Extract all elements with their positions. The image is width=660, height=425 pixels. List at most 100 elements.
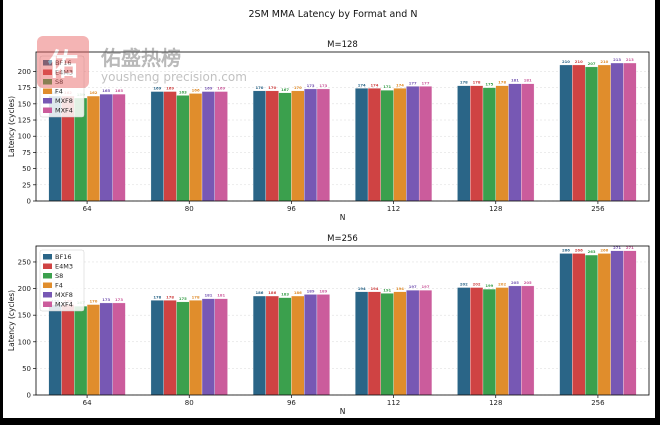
legend-swatch [43,60,52,66]
bar-e4m3 [265,90,279,202]
bar-mxf4 [418,290,433,396]
bar-f4 [393,291,407,396]
bar-mxf8 [304,294,318,396]
y-tick-label: 175 [18,84,31,92]
bar-value-label: 210 [562,59,570,64]
bar-value-label: 169 [204,86,212,91]
y-tick-label: 50 [22,165,31,173]
bar-value-label: 199 [485,283,493,288]
bar-value-label: 162 [90,90,98,95]
bar-mxf8 [201,298,215,396]
legend-label: E4M3 [55,69,73,77]
bar-f4 [189,93,203,202]
bar-f4 [291,90,305,202]
bar-value-label: 189 [307,288,315,293]
bar-mxf8 [406,86,420,202]
bar-s8 [176,301,190,396]
bar-value-label: 189 [319,288,327,293]
legend-label: MXF4 [55,107,73,115]
bar-bf16 [355,88,369,202]
chart-figure: 2SM MMA Latency by Format and N 0 25 50 75 10… [3,0,655,418]
bar-s8 [278,92,292,202]
bar-value-label: 166 [192,87,200,92]
bar-mxf4 [521,83,535,202]
bar-value-label: 170 [90,299,98,304]
legend-label: E4M3 [55,263,73,271]
bar-value-label: 194 [370,286,378,291]
bar-e4m3 [61,304,75,396]
legend-swatch [43,69,52,75]
y-tick-label: 200 [18,285,31,293]
bar-e4m3 [572,253,586,396]
bar-value-label: 266 [600,247,608,252]
bar-value-label: 194 [396,286,404,291]
y-tick-label: 100 [18,338,31,346]
bar-mxf4 [623,62,637,202]
bar-mxf4 [316,294,330,396]
y-tick-label: 125 [18,117,31,125]
bar-s8 [482,87,496,202]
bar-value-label: 178 [166,294,174,299]
bar-e4m3 [470,287,484,396]
bar-e4m3 [163,300,177,396]
bar-mxf4 [112,93,126,202]
bar-value-label: 202 [460,282,468,287]
bar-value-label: 194 [358,286,366,291]
bar-s8 [176,95,190,202]
bar-mxf8 [304,88,318,202]
bar-value-label: 177 [409,80,417,85]
bar-value-label: 263 [588,249,596,254]
legend-swatch [43,263,52,269]
y-tick-label: 200 [18,68,31,76]
bar-f4 [86,304,101,396]
x-tick-label: 112 [387,399,400,407]
bar-bf16 [457,85,471,202]
bar-value-label: 181 [511,78,519,83]
x-tick-label: 64 [83,205,92,213]
bar-value-label: 174 [396,82,404,87]
bar-value-label: 177 [422,80,430,85]
bar-s8 [278,297,292,396]
bar-value-label: 181 [217,293,225,298]
bar-e4m3 [265,295,279,396]
bar-bf16 [48,304,62,396]
legend-swatch [43,282,52,288]
bar-mxf8 [610,62,624,202]
bar-e4m3 [470,85,484,202]
bar-s8 [482,288,496,396]
legend-swatch [43,79,52,85]
bar-value-label: 191 [383,287,391,292]
y-tick-label: 150 [18,312,31,320]
bar-value-label: 169 [217,86,225,91]
plot-area [36,246,649,395]
y-tick-label: 0 [27,198,31,206]
bar-value-label: 170 [294,85,302,90]
bar-value-label: 210 [575,59,583,64]
bar-value-label: 170 [268,85,276,90]
bar-value-label: 178 [192,294,200,299]
bar-value-label: 173 [307,83,315,88]
bar-mxf8 [508,83,522,202]
bar-value-label: 213 [626,57,634,62]
bar-bf16 [252,90,267,202]
y-tick-label: 0 [27,392,31,400]
bar-value-label: 207 [588,61,596,66]
bar-bf16 [150,300,164,396]
bar-s8 [584,66,599,202]
bar-bf16 [559,64,573,202]
legend-label: MXF8 [55,97,73,105]
bar-e4m3 [572,64,586,202]
x-tick-label: 80 [185,205,194,213]
bar-mxf8 [201,91,215,202]
bar-value-label: 178 [498,80,506,85]
legend-swatch [43,292,52,298]
legend-label: F4 [55,88,63,96]
bar-value-label: 174 [358,82,366,87]
subplot-2: 0 50 100 150 200 250 M=256 N Latency (cycles) 64 1… [7,234,650,416]
bar-value-label: 169 [153,86,161,91]
bar-mxf4 [316,88,330,202]
subplot-title: M=256 [327,234,358,244]
bar-value-label: 178 [153,294,161,299]
legend-swatch [43,254,52,260]
